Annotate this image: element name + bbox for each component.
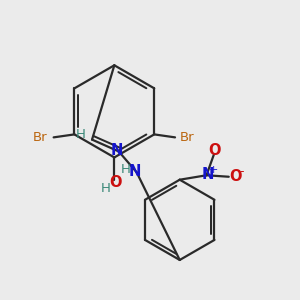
Text: O: O [229,169,242,184]
Text: +: + [208,165,218,175]
Text: N: N [202,167,214,182]
Text: H: H [76,128,86,141]
Text: Br: Br [180,131,194,145]
Text: O: O [110,175,122,190]
Text: H: H [120,163,130,176]
Text: Br: Br [33,131,48,145]
Text: -: - [239,165,244,178]
Text: H: H [100,182,110,195]
Text: N: N [111,143,124,158]
Text: O: O [208,142,221,158]
Text: N: N [129,164,141,179]
